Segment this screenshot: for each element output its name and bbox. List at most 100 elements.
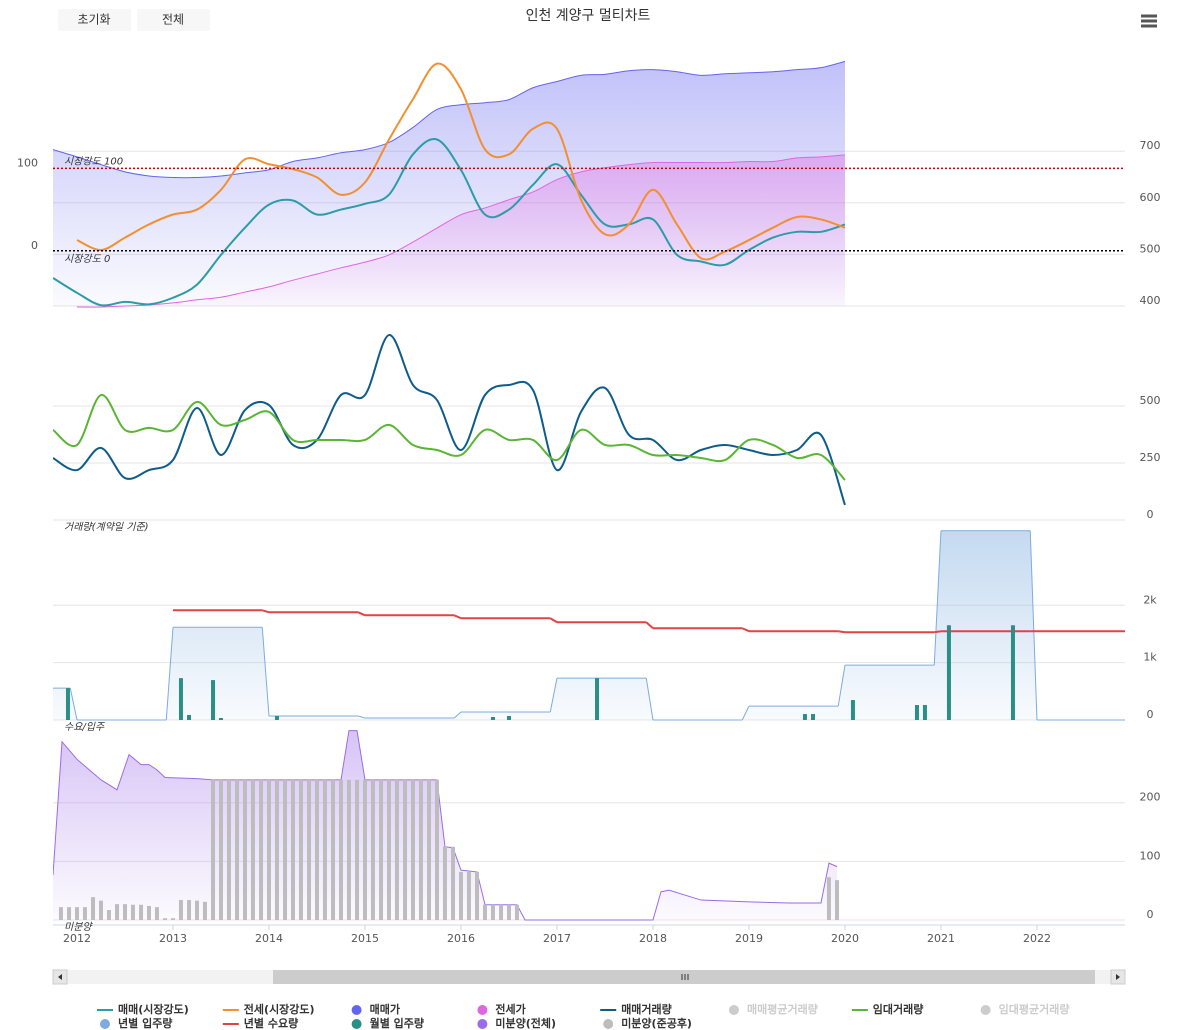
column — [362, 779, 367, 920]
series-line — [53, 394, 846, 481]
column — [427, 779, 432, 920]
legend-label[interactable]: 매매거래량 — [621, 1002, 672, 1016]
step-connector — [549, 678, 558, 713]
column — [410, 779, 415, 920]
x-tick-label: 2019 — [735, 932, 763, 945]
legend-label[interactable]: 미분양(전체) — [495, 1016, 556, 1030]
legend-symbol — [980, 1005, 991, 1015]
column — [403, 779, 408, 920]
column — [1010, 625, 1015, 720]
column — [379, 779, 384, 920]
column — [178, 900, 183, 920]
x-tick-label: 2013 — [159, 932, 187, 945]
legend-label[interactable]: 전세가 — [495, 1002, 525, 1016]
column — [802, 714, 807, 720]
column — [242, 779, 247, 920]
step-connector — [358, 715, 366, 719]
legend-label[interactable]: 임대거래량 — [873, 1002, 924, 1016]
legend-label[interactable]: 매매(시장강도) — [118, 1002, 189, 1016]
column — [322, 779, 327, 920]
y-tick-label: 400 — [1140, 294, 1161, 307]
step-connector — [933, 530, 942, 666]
button-reset[interactable] — [58, 9, 131, 31]
column — [346, 779, 351, 920]
column — [194, 900, 199, 920]
column — [259, 779, 264, 920]
column — [475, 871, 480, 920]
step-connector — [645, 678, 654, 721]
column — [482, 904, 487, 920]
column — [290, 779, 295, 920]
legend-symbol — [351, 1005, 362, 1015]
column — [211, 779, 216, 920]
button-reset-label[interactable]: 초기화 — [77, 13, 110, 27]
plot-line-label: 시장강도 0 — [64, 253, 110, 265]
menu-icon[interactable] — [1141, 14, 1157, 28]
column — [235, 779, 240, 920]
column — [187, 715, 192, 720]
column — [355, 779, 360, 920]
step-connector — [165, 627, 174, 721]
y-tick-label: 100 — [17, 156, 38, 169]
chart-title: 인천 계양구 멀티차트 — [526, 8, 651, 24]
column — [331, 779, 336, 920]
button-all[interactable] — [137, 9, 210, 31]
legend-label[interactable]: 월별 입주량 — [370, 1016, 424, 1030]
column — [65, 688, 70, 720]
step-connector — [69, 688, 78, 721]
step-connector — [453, 711, 462, 719]
button-all-label[interactable]: 전체 — [162, 13, 184, 27]
arrow-left — [58, 974, 62, 980]
legend-label[interactable]: 매매가 — [370, 1002, 400, 1016]
series-line — [53, 334, 846, 506]
series-line — [76, 62, 846, 261]
area-fill — [76, 154, 845, 308]
scrollbar-thumb[interactable] — [273, 970, 1095, 984]
x-tick-label: 2021 — [927, 932, 955, 945]
column — [434, 779, 439, 920]
column — [506, 715, 511, 720]
plot-area — [53, 530, 1125, 721]
legend-label[interactable]: 년별 수요량 — [244, 1016, 298, 1030]
y-tick-label: 1k — [1143, 651, 1157, 664]
y-tick-label: 2k — [1143, 593, 1157, 606]
step-connector — [1029, 530, 1038, 721]
y-tick-label: 500 — [1140, 394, 1161, 407]
column — [146, 905, 151, 920]
column — [211, 680, 216, 720]
scrollbar-grip — [681, 974, 689, 980]
column — [314, 779, 319, 920]
legend-label[interactable]: 매매평균거래량 — [747, 1002, 818, 1016]
legend-symbol — [729, 1005, 739, 1015]
series-line — [53, 138, 846, 307]
column — [499, 904, 504, 920]
column — [202, 901, 207, 920]
column — [451, 846, 456, 920]
legend-label[interactable]: 미분양(준공후) — [621, 1016, 692, 1030]
arrow-right — [1116, 974, 1120, 980]
x-tick-label: 2015 — [351, 932, 379, 945]
legend-label[interactable]: 년별 입주량 — [118, 1016, 172, 1030]
step-connector — [838, 630, 846, 634]
column — [283, 779, 288, 920]
column — [274, 779, 279, 920]
series-line — [53, 60, 846, 179]
series-line — [76, 154, 846, 308]
column — [370, 779, 375, 920]
plot-area — [53, 60, 846, 308]
legend-label[interactable]: 전세(시장강도) — [244, 1002, 315, 1016]
step-connector — [261, 609, 270, 614]
x-tick-label: 2016 — [447, 932, 475, 945]
column — [170, 918, 175, 920]
column — [850, 700, 855, 720]
x-tick-label: 2018 — [639, 932, 667, 945]
column — [130, 904, 135, 920]
panel-label: 거래량(계약일 기준) — [64, 521, 149, 533]
legend-label[interactable]: 임대평균거래량 — [999, 1002, 1070, 1016]
step-connector — [453, 614, 462, 620]
column — [458, 871, 463, 920]
column — [266, 779, 271, 920]
y-tick-label: 250 — [1140, 451, 1161, 464]
x-tick-label: 2022 — [1023, 932, 1051, 945]
